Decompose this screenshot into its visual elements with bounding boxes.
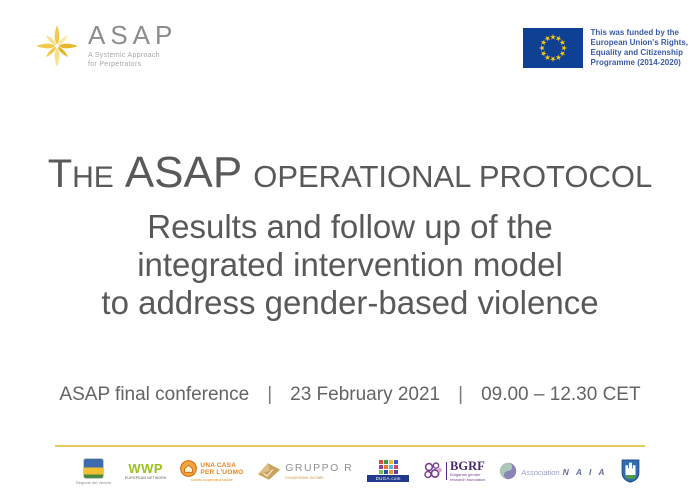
naia-swirl-icon [500,462,517,480]
eu-funding-text: This was funded by the European Union's … [591,28,688,68]
logo-wwp: WWP EUROPEAN NETWORK [125,462,167,480]
house-icon [180,460,198,477]
yellow-divider-rule [55,445,645,447]
logo-una-casa-per-luomo: UNA CASA PER L'UOMO società cooperativa … [180,460,243,482]
duga-banner: DUGA.com [367,475,410,482]
logo-municipality-coat-of-arms [621,459,640,483]
bgrf-caption-line1: Bulgarian gender [450,472,481,477]
eu-funding-block: This was funded by the European Union's … [522,28,688,68]
conference-date: 23 February 2021 [290,384,441,405]
title-tail: OPERATIONAL PROTOCOL [253,159,653,194]
logo-caption: Bulgarian gender research foundation [450,472,485,482]
logo-regione-veneto: Regione del Veneto [76,457,111,485]
coat-of-arms-shield-icon [621,459,640,483]
bgrf-divider [446,462,448,480]
gruppo-r-envelope-icon [258,462,281,480]
slide-title: THE ASAP OPERATIONAL PROTOCOL [0,142,700,209]
asap-logo-text: ASAP A Systemic Approach for Perpetrator… [88,22,177,69]
conference-name: ASAP final conference [59,384,250,405]
subtitle-line-1: Results and follow up of the [147,208,553,245]
eu-funding-line: European Union's Rights, [590,38,688,47]
partner-logo-row: Regione del Veneto WWP EUROPEAN NETWORK … [76,452,640,490]
bgrf-caption-line2: research foundation [450,477,486,482]
title-lead-rest: HE [72,161,114,194]
subtitle-line-2: integrated intervention model [137,246,563,283]
logo-association-naia: Association N A I A [499,462,607,480]
logo-gruppo-r: GRUPPO R cooperativa sociale [257,462,353,481]
asap-logo-tagline: A Systemic Approach for Perpetrators [88,51,177,69]
bgrf-circles-icon [424,462,442,479]
asap-tagline-line2: for Perpetrators [88,61,142,68]
logo-duga: DUGA.com [367,460,410,482]
gruppo-r-wordmark: GRUPPO R [285,461,354,474]
logo-caption: cooperativa sociale [285,474,324,480]
eu-flag-icon [522,28,583,68]
pixel-mosaic-icon [378,460,398,474]
conference-info-bar: ASAP final conference | 23 February 2021 | 0… [0,384,700,406]
logo-caption: EUROPEAN NETWORK [124,476,167,480]
logo-caption: Regione del Veneto [76,479,111,485]
asap-tagline-line1: A Systemic Approach [88,52,160,59]
slide-subtitle: Results and follow up of the integrated … [0,208,700,322]
naia-wordmark: N A I A [562,467,608,477]
asap-logo: ASAP A Systemic Approach for Perpetrator… [34,22,177,69]
eu-funding-line: Equality and Citizenship [590,48,683,57]
eu-funding-line: Programme (2014-2020) [590,58,681,67]
subtitle-line-3: to address gender-based violence [101,284,599,321]
separator: | [267,384,273,405]
title-asap: ASAP [124,148,243,197]
eu-funding-line: This was funded by the [590,28,679,37]
asap-star-icon [36,24,78,67]
regione-veneto-emblem-icon [82,457,104,479]
separator: | [458,384,464,405]
casa-wordmark-line1: UNA CASA [200,461,237,469]
title-lead-cap: T [47,152,73,196]
naia-word-association: Association [521,468,560,477]
bgrf-wordmark: BGRF [450,459,485,473]
logo-bgrf: BGRF Bulgarian gender research foundatio… [423,460,485,482]
wwp-wordmark: WWP [128,461,164,476]
casa-wordmark-line2: PER L'UOMO [200,468,244,476]
logo-caption: società cooperativa sociale [190,478,233,482]
asap-logo-name: ASAP [88,20,178,50]
conference-time: 09.00 – 12.30 CET [481,384,641,405]
